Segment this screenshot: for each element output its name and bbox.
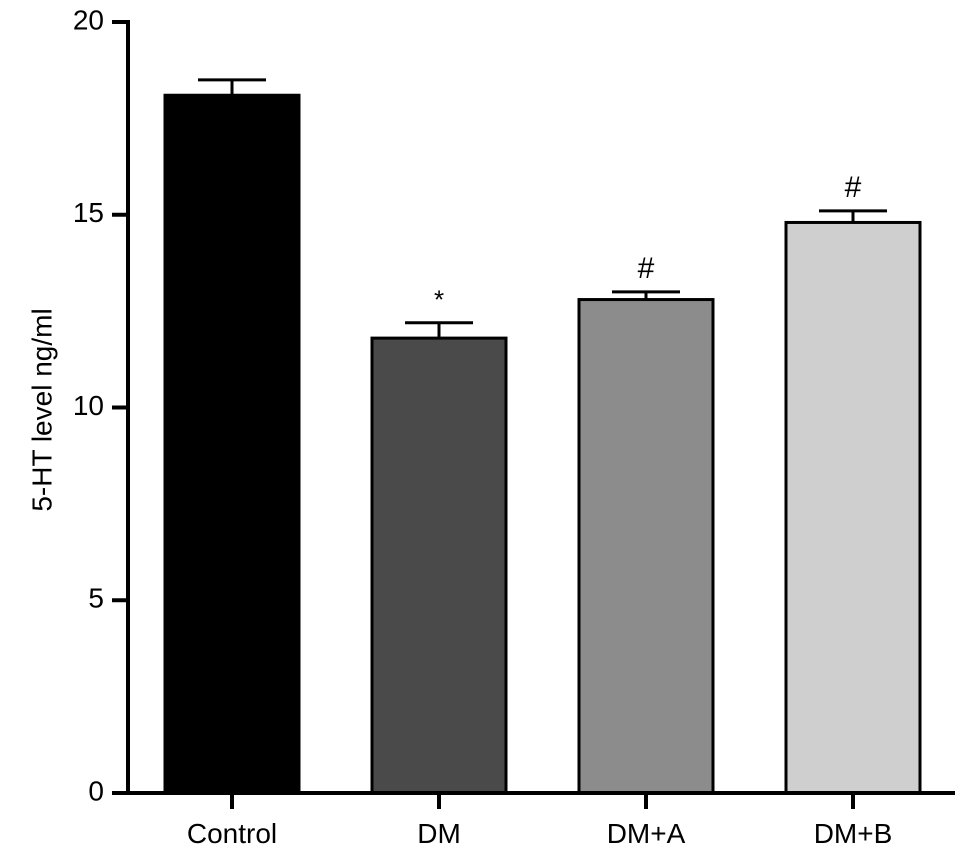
x-axis-ticks: Control DM DM+A DM+B (187, 793, 892, 849)
significance-mark: * (434, 285, 444, 315)
significance-mark: # (845, 171, 862, 204)
significance-mark: # (638, 252, 655, 285)
bar-control (163, 93, 301, 795)
x-category-label: DM+A (607, 818, 686, 849)
x-category-label: Control (187, 818, 277, 849)
y-tick-label: 0 (88, 775, 104, 806)
significance-marks-group: * # # (434, 171, 862, 315)
bar-dm-b (784, 220, 922, 795)
x-category-label: DM+B (814, 818, 893, 849)
error-bars-group (198, 78, 887, 339)
y-tick-label: 20 (73, 4, 104, 35)
bar-dm (370, 336, 508, 795)
y-tick-label: 5 (88, 583, 104, 614)
y-axis-ticks: 0 5 10 15 20 (73, 4, 128, 806)
bar-dm-a (577, 298, 715, 795)
y-axis-title: 5-HT level ng/ml (26, 308, 57, 511)
y-axis-title-group: 5-HT level ng/ml (26, 308, 57, 511)
bars-group (163, 93, 922, 795)
x-category-label: DM (417, 818, 461, 849)
y-tick-label: 10 (73, 390, 104, 421)
y-tick-label: 15 (73, 197, 104, 228)
